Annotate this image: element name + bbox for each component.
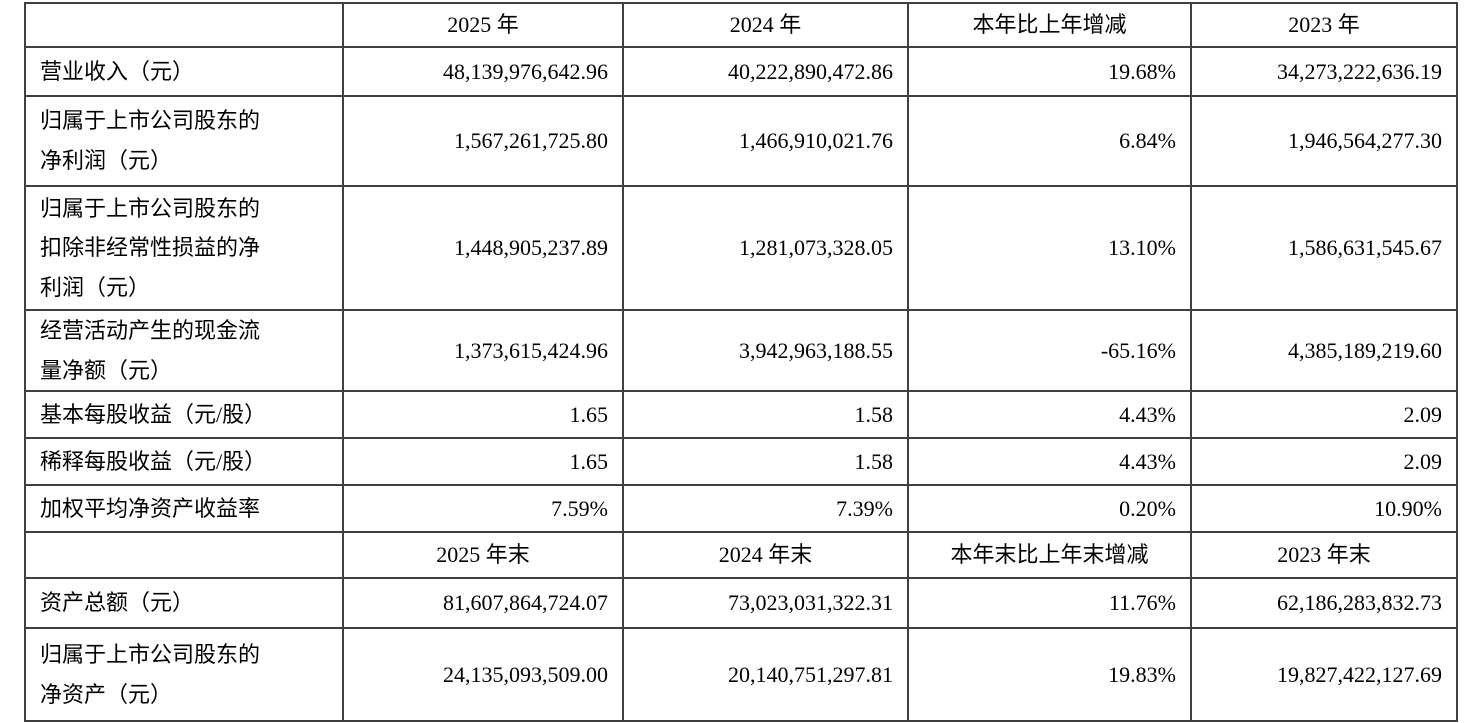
value-cell: 2.09 [1190, 437, 1458, 487]
header-cell-blank [24, 531, 344, 580]
value-cell: 7.59% [342, 484, 624, 534]
header-cell-blank [24, 2, 344, 48]
row-label-cell: 加权平均净资产收益率 [24, 484, 344, 534]
value-cell: 40,222,890,472.86 [622, 46, 909, 97]
value-cell: 20,140,751,297.81 [622, 627, 909, 723]
value-cell: 19,827,422,127.69 [1190, 627, 1458, 723]
header-cell-2024-end: 2024 年末 [622, 531, 909, 580]
row-label-cell: 基本每股收益（元/股） [24, 390, 344, 440]
value-cell: 24,135,093,509.00 [342, 627, 624, 723]
header-cell-2023-end: 2023 年末 [1190, 531, 1458, 580]
row-label-cell: 归属于上市公司股东的 净资产（元） [24, 627, 344, 723]
row-label-cell: 归属于上市公司股东的 净利润（元） [24, 95, 344, 187]
value-cell: 1,586,631,545.67 [1190, 185, 1458, 311]
row-label-cell: 稀释每股收益（元/股） [24, 437, 344, 487]
table-row-net-profit-excl-nonrecurring: 归属于上市公司股东的 扣除非经常性损益的净 利润（元） 1,448,905,23… [24, 185, 1458, 311]
value-cell: 7.39% [622, 484, 909, 534]
value-cell: 1,567,261,725.80 [342, 95, 624, 187]
table-row-operating-cash-flow: 经营活动产生的现金流 量净额（元） 1,373,615,424.96 3,942… [24, 308, 1458, 393]
value-cell: 10.90% [1190, 484, 1458, 534]
financial-summary-table: 2025 年 2024 年 本年比上年增减 2023 年 营业收入（元） 48,… [24, 2, 1458, 723]
value-cell: 0.20% [907, 484, 1192, 534]
table-row-basic-eps: 基本每股收益（元/股） 1.65 1.58 4.43% 2.09 [24, 390, 1458, 440]
value-cell: 73,023,031,322.31 [622, 577, 909, 630]
header-cell-2025-end: 2025 年末 [342, 531, 624, 580]
value-cell: 4,385,189,219.60 [1190, 308, 1458, 393]
row-label-cell: 营业收入（元） [24, 46, 344, 97]
value-cell: 62,186,283,832.73 [1190, 577, 1458, 630]
row-label-cell: 归属于上市公司股东的 扣除非经常性损益的净 利润（元） [24, 185, 344, 311]
value-cell: 34,273,222,636.19 [1190, 46, 1458, 97]
value-cell: 19.68% [907, 46, 1192, 97]
table-row-diluted-eps: 稀释每股收益（元/股） 1.65 1.58 4.43% 2.09 [24, 437, 1458, 487]
value-cell: 4.43% [907, 390, 1192, 440]
table-row-net-profit: 归属于上市公司股东的 净利润（元） 1,567,261,725.80 1,466… [24, 95, 1458, 187]
value-cell: 2.09 [1190, 390, 1458, 440]
value-cell: 1,466,910,021.76 [622, 95, 909, 187]
value-cell: 81,607,864,724.07 [342, 577, 624, 630]
value-cell: 1.65 [342, 390, 624, 440]
value-cell: 1.65 [342, 437, 624, 487]
value-cell: 1,373,615,424.96 [342, 308, 624, 393]
value-cell: 6.84% [907, 95, 1192, 187]
table-row-weighted-avg-roe: 加权平均净资产收益率 7.59% 7.39% 0.20% 10.90% [24, 484, 1458, 534]
value-cell: 1,281,073,328.05 [622, 185, 909, 311]
value-cell: 19.83% [907, 627, 1192, 723]
value-cell: 13.10% [907, 185, 1192, 311]
table-row-total-assets: 资产总额（元） 81,607,864,724.07 73,023,031,322… [24, 577, 1458, 630]
value-cell: 48,139,976,642.96 [342, 46, 624, 97]
header-cell-2024: 2024 年 [622, 2, 909, 48]
header-cell-yoy-change: 本年比上年增减 [907, 2, 1192, 48]
header-row-year-end: 2025 年末 2024 年末 本年末比上年末增减 2023 年末 [24, 531, 1458, 580]
row-label-cell: 资产总额（元） [24, 577, 344, 630]
financial-summary-document: 2025 年 2024 年 本年比上年增减 2023 年 营业收入（元） 48,… [24, 2, 1458, 723]
value-cell: 11.76% [907, 577, 1192, 630]
table-row-net-assets: 归属于上市公司股东的 净资产（元） 24,135,093,509.00 20,1… [24, 627, 1458, 723]
value-cell: -65.16% [907, 308, 1192, 393]
table-row-revenue: 营业收入（元） 48,139,976,642.96 40,222,890,472… [24, 46, 1458, 97]
value-cell: 1.58 [622, 390, 909, 440]
header-cell-2023: 2023 年 [1190, 2, 1458, 48]
header-row-annual: 2025 年 2024 年 本年比上年增减 2023 年 [24, 2, 1458, 48]
value-cell: 1.58 [622, 437, 909, 487]
row-label-cell: 经营活动产生的现金流 量净额（元） [24, 308, 344, 393]
value-cell: 1,946,564,277.30 [1190, 95, 1458, 187]
header-cell-2025: 2025 年 [342, 2, 624, 48]
value-cell: 3,942,963,188.55 [622, 308, 909, 393]
value-cell: 4.43% [907, 437, 1192, 487]
header-cell-yearend-change: 本年末比上年末增减 [907, 531, 1192, 580]
value-cell: 1,448,905,237.89 [342, 185, 624, 311]
